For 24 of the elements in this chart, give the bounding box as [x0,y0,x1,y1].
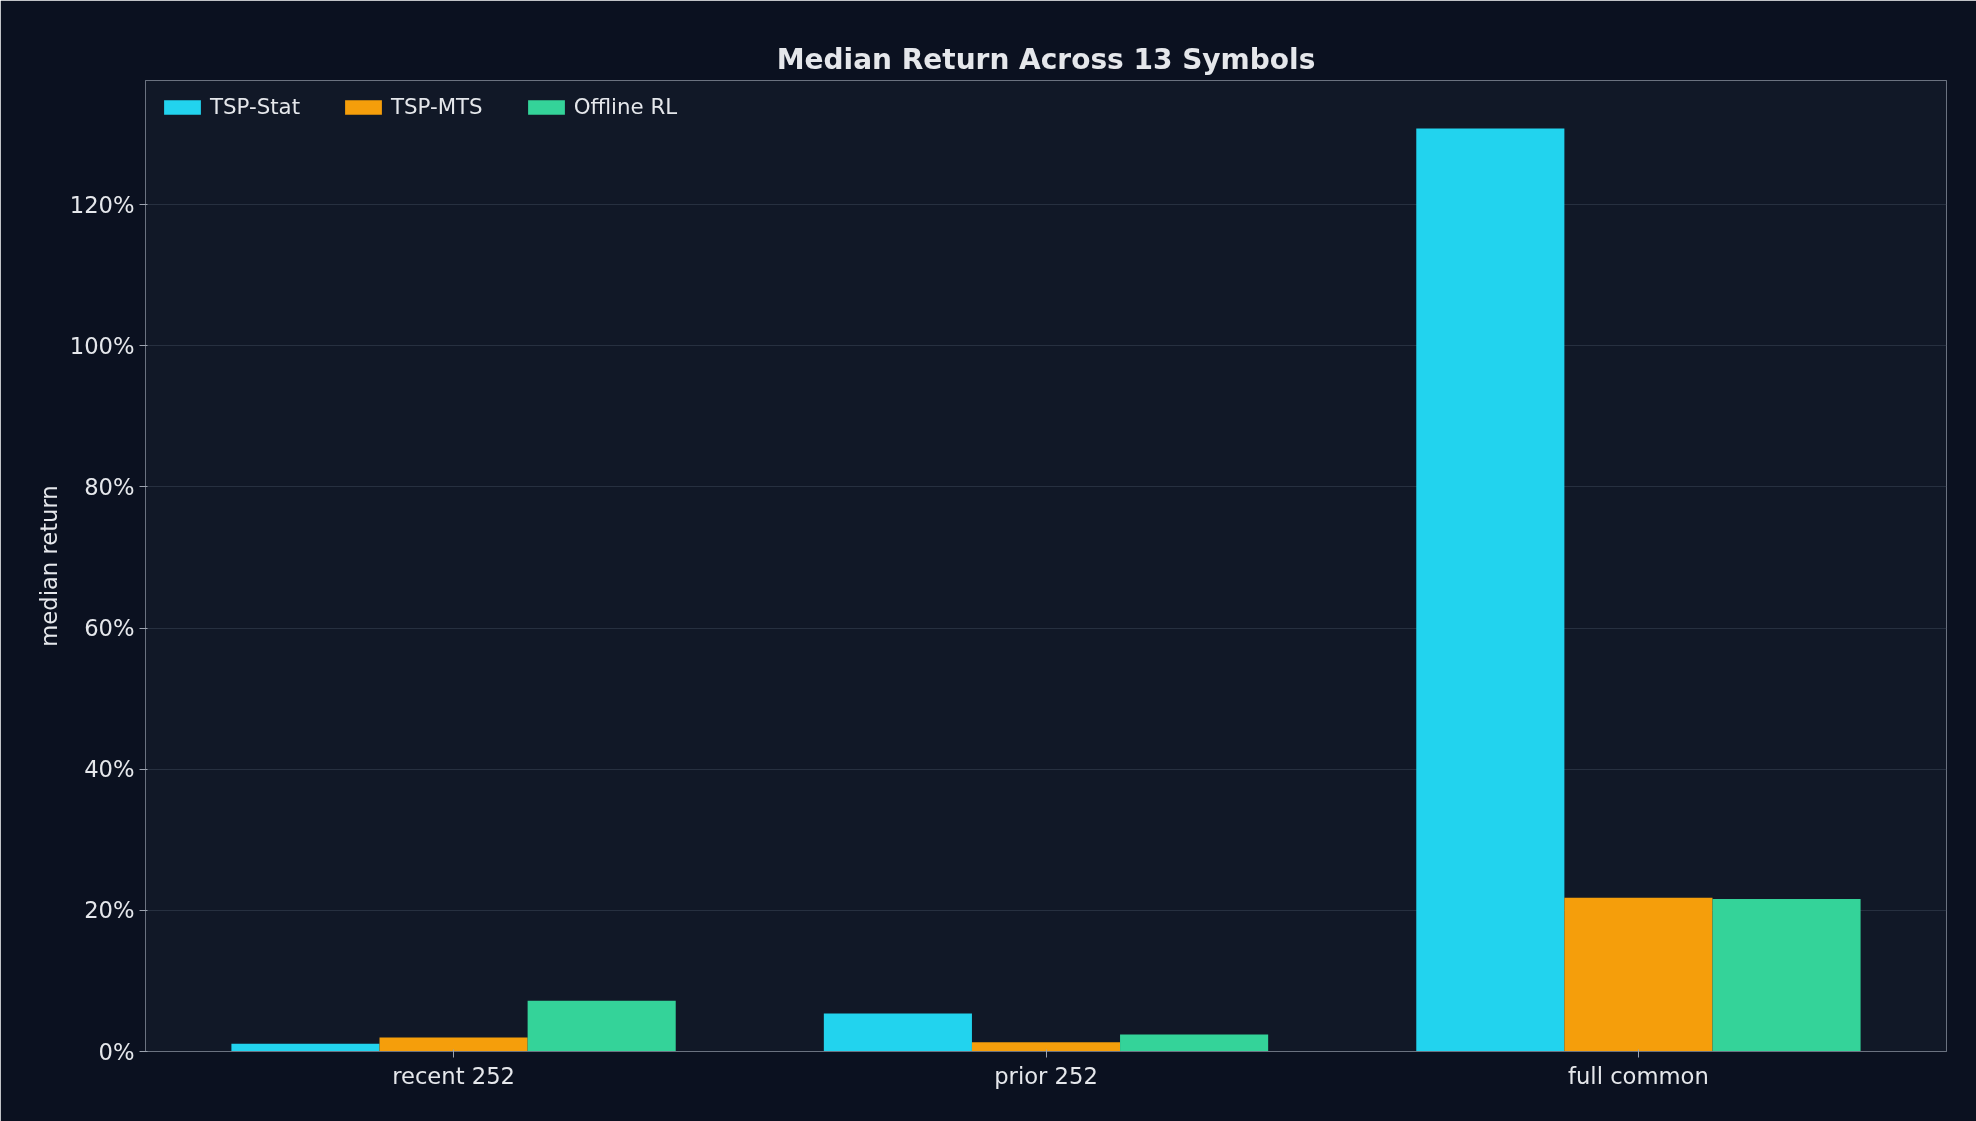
y-tick-label: 100% [69,332,135,359]
y-tick-label: 80% [84,473,135,500]
y-tick-label: 40% [84,756,135,783]
bar [1712,899,1861,1052]
bar [823,1013,972,1052]
legend-label: TSP-MTS [391,94,483,119]
x-tick-label: full common [1568,1062,1709,1089]
legend-label: TSP-Stat [210,94,300,119]
y-tick-label: 20% [84,897,135,924]
bar [971,1042,1121,1052]
x-tick-label: recent 252 [392,1062,515,1089]
y-axis-title: median return [35,485,62,647]
bar [1416,128,1565,1052]
chart-title: Median Return Across 13 Symbols [776,42,1316,76]
y-tick-label: 120% [69,191,135,218]
legend-label: Offline RL [573,94,678,119]
y-tick-label: 0% [98,1038,135,1065]
bar [527,1000,676,1052]
y-tick-label: 60% [84,615,135,642]
bar [379,1037,528,1052]
bar [1564,897,1713,1052]
bar [1120,1034,1269,1052]
x-tick-label: prior 252 [994,1062,1098,1089]
bar [231,1043,380,1052]
